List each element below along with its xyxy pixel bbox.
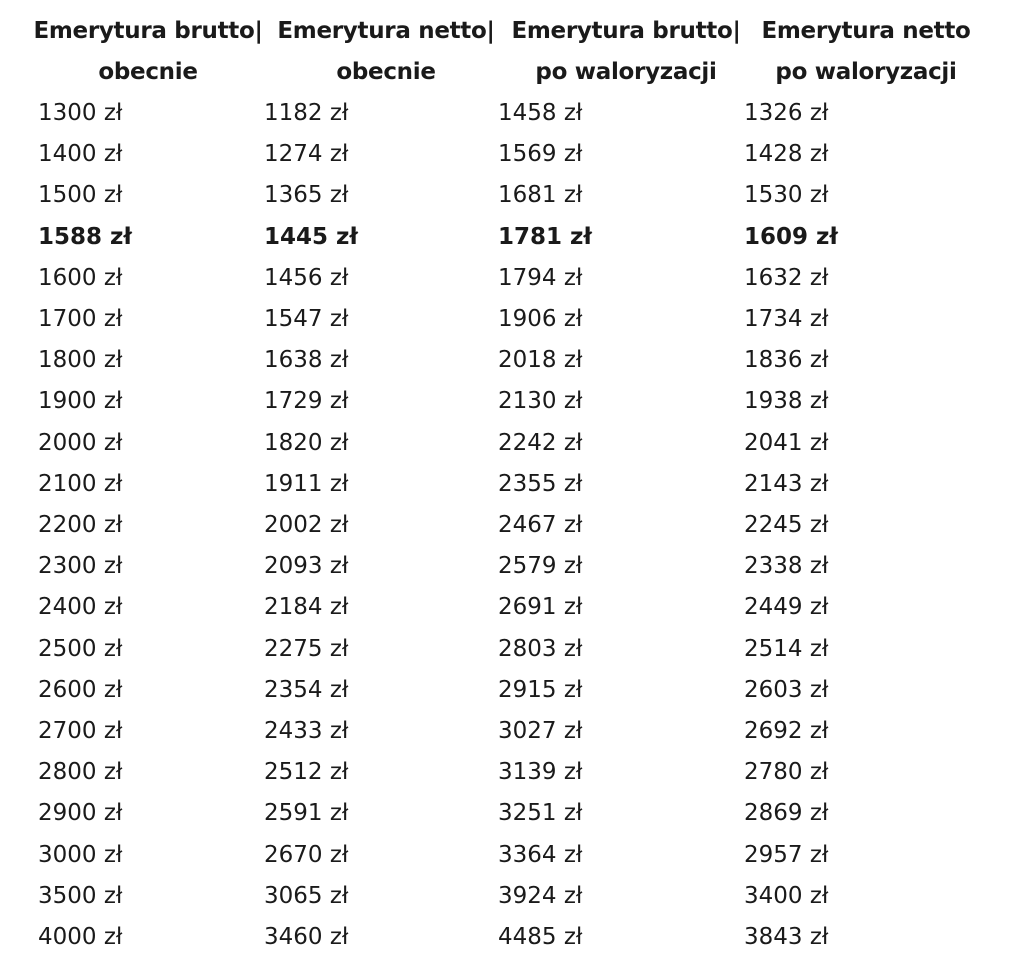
column-header: Emerytura brutto| — [33, 18, 263, 44]
table-cell: 1547 zł — [264, 306, 349, 332]
table-cell: 1820 zł — [264, 429, 349, 456]
table-cell: 2300 zł — [38, 553, 123, 580]
table-cell: 1445 zł — [264, 223, 358, 250]
table-cell: 1609 zł — [744, 223, 838, 250]
table-cell: 1182 zł — [264, 100, 349, 126]
table-cell: 2143 zł — [744, 470, 829, 497]
table-cell: 2275 zł — [264, 635, 349, 662]
table-cell: 2514 zł — [744, 635, 829, 662]
table-cell: 1900 zł — [38, 388, 123, 415]
table-cell: 2467 zł — [498, 512, 583, 538]
table-cell: 2957 zł — [744, 841, 829, 868]
table-cell: 1734 zł — [744, 306, 829, 332]
table-cell: 4000 zł — [38, 924, 123, 950]
table-cell: 2700 zł — [38, 718, 123, 744]
table-cell: 1588 zł — [38, 223, 132, 250]
table-cell: 1781 zł — [498, 223, 592, 250]
table-cell: 1428 zł — [744, 141, 829, 168]
table-cell: 2800 zł — [38, 759, 123, 786]
table-cell: 1458 zł — [498, 100, 583, 126]
table-cell: 1569 zł — [498, 141, 583, 168]
column-header: obecnie — [98, 59, 198, 85]
table-cell: 2603 zł — [744, 676, 829, 703]
table-cell: 2500 zł — [38, 635, 123, 662]
table-cell: 2433 zł — [264, 718, 349, 744]
table-cell: 1326 zł — [744, 100, 829, 126]
table-cell: 2449 zł — [744, 594, 829, 621]
table-cell: 1456 zł — [264, 264, 349, 291]
table-cell: 1365 zł — [264, 182, 349, 209]
table-cell: 1681 zł — [498, 182, 583, 209]
table-cell: 2242 zł — [498, 429, 583, 456]
table-cell: 1600 zł — [38, 264, 123, 291]
table-cell: 2512 zł — [264, 759, 349, 786]
column-header: obecnie — [336, 59, 436, 85]
table-cell: 1906 zł — [498, 306, 583, 332]
table-cell: 2869 zł — [744, 800, 829, 827]
table-cell: 3460 zł — [264, 924, 349, 950]
table-cell: 1632 zł — [744, 264, 829, 291]
table-cell: 2600 zł — [38, 676, 123, 703]
table-cell: 2579 zł — [498, 553, 583, 580]
table-cell: 2354 zł — [264, 676, 349, 703]
table-cell: 1300 zł — [38, 100, 123, 126]
table-cell: 2130 zł — [498, 388, 583, 415]
table-cell: 2018 zł — [498, 347, 583, 374]
table-cell: 3027 zł — [498, 718, 583, 744]
table-cell: 2915 zł — [498, 676, 583, 703]
column-header: po waloryzacji — [775, 59, 957, 85]
table-cell: 1800 zł — [38, 347, 123, 374]
table-cell: 2400 zł — [38, 594, 123, 621]
table-cell: 2093 zł — [264, 553, 349, 580]
table-cell: 2355 zł — [498, 470, 583, 497]
table-cell: 2691 zł — [498, 594, 583, 621]
table-cell: 1729 zł — [264, 388, 349, 415]
table-cell: 2200 zł — [38, 512, 123, 538]
column-header: Emerytura netto| — [277, 18, 495, 44]
table-cell: 1700 zł — [38, 306, 123, 332]
table-cell: 3139 zł — [498, 759, 583, 786]
table-cell: 1274 zł — [264, 141, 349, 168]
table-cell: 1500 zł — [38, 182, 123, 209]
table-cell: 4485 zł — [498, 924, 583, 950]
table-cell: 1836 zł — [744, 347, 829, 374]
table-cell: 2591 zł — [264, 800, 349, 827]
table-cell: 2041 zł — [744, 429, 829, 456]
table-cell: 1530 zł — [744, 182, 829, 209]
table-cell: 3065 zł — [264, 882, 349, 909]
table-cell: 3364 zł — [498, 841, 583, 868]
table-cell: 2803 zł — [498, 635, 583, 662]
table-cell: 2692 zł — [744, 718, 829, 744]
column-header: Emerytura netto — [761, 18, 971, 44]
table-cell: 3500 zł — [38, 882, 123, 909]
table-cell: 2670 zł — [264, 841, 349, 868]
table-cell: 1400 zł — [38, 141, 123, 168]
table-cell: 3843 zł — [744, 924, 829, 950]
table-cell: 2338 zł — [744, 553, 829, 580]
table-cell: 3924 zł — [498, 882, 583, 909]
table-cell: 2002 zł — [264, 512, 349, 538]
table-cell: 2184 zł — [264, 594, 349, 621]
table-cell: 1911 zł — [264, 470, 349, 497]
table-cell: 1794 zł — [498, 264, 583, 291]
column-header: Emerytura brutto| — [511, 18, 741, 44]
table-cell: 2000 zł — [38, 429, 123, 456]
column-header: po waloryzacji — [535, 59, 717, 85]
table-cell: 3000 zł — [38, 841, 123, 868]
table-cell: 2900 zł — [38, 800, 123, 827]
table-cell: 2245 zł — [744, 512, 829, 538]
table-cell: 2780 zł — [744, 759, 829, 786]
table-cell: 1938 zł — [744, 388, 829, 415]
table-cell: 2100 zł — [38, 470, 123, 497]
table-cell: 1638 zł — [264, 347, 349, 374]
table-cell: 3251 zł — [498, 800, 583, 827]
table-cell: 3400 zł — [744, 882, 829, 909]
